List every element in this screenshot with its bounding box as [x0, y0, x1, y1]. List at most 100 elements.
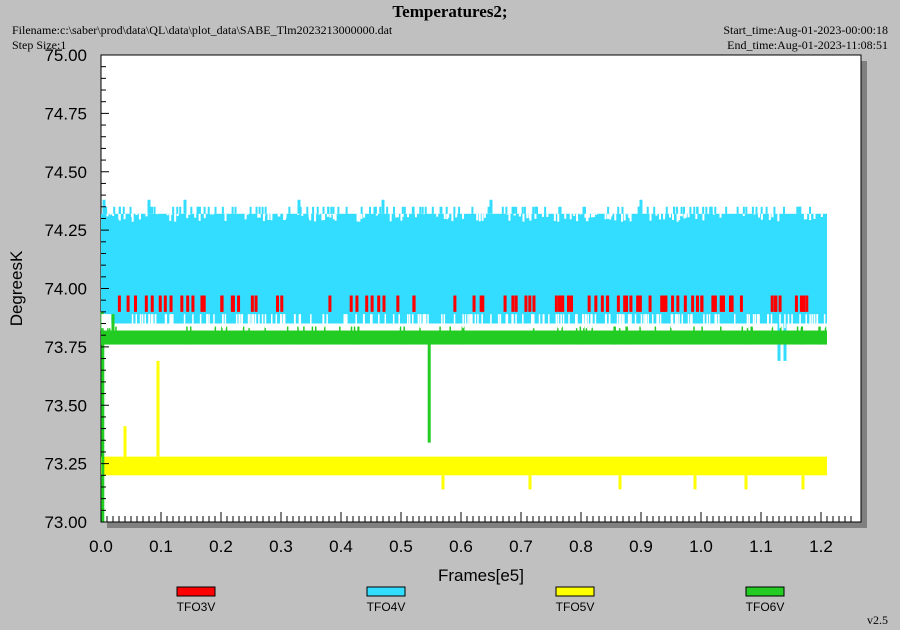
red-stripe [695, 295, 699, 312]
y-tick-label: 74.25 [44, 221, 87, 240]
x-tick-label: 0.3 [269, 537, 293, 556]
red-stripe [370, 295, 374, 312]
legend: TFO3V TFO4V TFO5V TFO6V [176, 586, 785, 614]
red-stripe [511, 295, 515, 312]
step-size-label: Step Size:1 [12, 38, 67, 52]
red-stripe [616, 295, 620, 312]
red-stripe [479, 295, 483, 312]
red-stripe [349, 295, 353, 312]
red-stripe [566, 295, 570, 312]
red-stripe [186, 295, 190, 312]
red-stripe [636, 295, 640, 312]
version-label: v2.5 [867, 613, 888, 627]
red-stripe [739, 295, 743, 312]
red-stripe [158, 295, 162, 312]
x-tick-label: 0.1 [149, 537, 173, 556]
red-stripe [254, 295, 258, 312]
red-stripe [660, 295, 664, 312]
red-stripe [648, 295, 652, 312]
y-tick-label: 74.50 [44, 163, 87, 182]
filename-label: Filename:c:\saber\prod\data\QL\data\plot… [12, 23, 393, 37]
red-stripe [671, 295, 675, 312]
red-stripe [676, 295, 680, 312]
red-stripe [180, 295, 184, 312]
legend-swatch-tfo6v [745, 586, 785, 597]
y-tick-label: 73.50 [44, 396, 87, 415]
red-stripe [770, 295, 774, 312]
red-stripe [605, 295, 609, 312]
red-stripe [730, 295, 734, 312]
x-tick-label: 1.0 [689, 537, 713, 556]
red-stripe [365, 295, 369, 312]
red-stripe [664, 295, 668, 312]
x-tick-label: 0.6 [449, 537, 473, 556]
legend-label-tfo5v: TFO5V [556, 600, 595, 614]
red-stripe [801, 295, 805, 312]
red-stripe [805, 295, 809, 312]
y-tick-label: 73.75 [44, 338, 87, 357]
red-stripe [554, 295, 558, 312]
red-stripe [231, 295, 235, 312]
x-tick-label: 0.5 [389, 537, 413, 556]
red-stripe [691, 295, 695, 312]
chart-title: Temperatures2; [392, 2, 508, 21]
y-tick-label: 74.75 [44, 104, 87, 123]
red-stripe [250, 295, 254, 312]
red-stripe [202, 295, 206, 312]
red-stripe [623, 295, 627, 312]
series-band-tfo5v [101, 456, 827, 476]
red-stripe [126, 295, 130, 312]
x-axis-label: Frames[e5] [438, 566, 524, 585]
red-stripe [169, 295, 173, 312]
red-stripe [150, 295, 154, 312]
red-stripe [528, 295, 532, 312]
x-tick-label: 0.9 [629, 537, 653, 556]
red-stripe [721, 295, 725, 312]
red-stripe [412, 295, 416, 312]
red-stripe [629, 295, 633, 312]
red-stripe [276, 295, 280, 312]
series-tfo6v [100, 311, 827, 522]
red-stripe [453, 295, 457, 312]
legend-label-tfo6v: TFO6V [746, 600, 785, 614]
red-stripe [532, 295, 536, 312]
red-stripe [560, 295, 564, 312]
red-stripe [377, 295, 381, 312]
legend-swatch-tfo3v [176, 586, 216, 597]
red-stripe [700, 295, 704, 312]
legend-swatch-tfo5v [555, 586, 595, 597]
red-stripe [355, 295, 359, 312]
red-stripe [144, 295, 148, 312]
red-stripe [134, 295, 138, 312]
y-tick-label: 75.00 [44, 46, 87, 65]
legend-swatch-tfo4v [366, 586, 406, 597]
red-stripe [778, 295, 782, 312]
series-band-tfo4v [101, 213, 827, 324]
x-tick-label: 0.2 [209, 537, 233, 556]
axes: 73.00 73.25 73.50 73.75 74.00 74.25 74.50 74.75… [44, 46, 852, 556]
x-tick-label: 0.0 [89, 537, 113, 556]
red-stripe [594, 295, 598, 312]
x-tick-label: 1.2 [809, 537, 833, 556]
red-stripe [600, 295, 604, 312]
y-tick-label: 74.00 [44, 280, 87, 299]
red-stripe [587, 295, 591, 312]
x-tick-label: 0.4 [329, 537, 353, 556]
y-tick-label: 73.25 [44, 455, 87, 474]
red-stripe [220, 295, 224, 312]
legend-label-tfo4v: TFO4V [367, 600, 406, 614]
x-tick-label: 1.1 [749, 537, 773, 556]
red-stripe [117, 295, 121, 312]
x-tick-label: 0.8 [569, 537, 593, 556]
red-stripe [662, 295, 666, 312]
red-stripe [514, 295, 518, 312]
y-axis-label: DegreesK [7, 250, 26, 326]
end-time-label: End_time:Aug-01-2023-11:08:51 [727, 38, 888, 52]
red-stripe [719, 295, 723, 312]
red-stripe [396, 295, 400, 312]
red-stripe [713, 295, 717, 312]
red-stripe [638, 295, 642, 312]
red-stripe [382, 295, 386, 312]
red-stripe [773, 295, 777, 312]
